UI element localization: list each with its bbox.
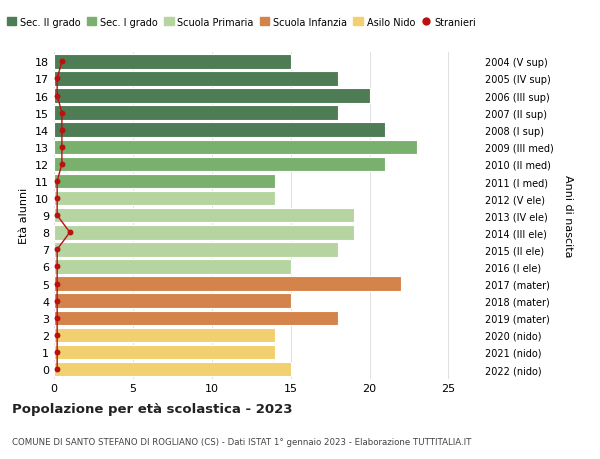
Point (52, 366, 62, 373)
Bar (54, 311, 338, 325)
Text: Popolazione per età scolastica - 2023: Popolazione per età scolastica - 2023 (12, 403, 293, 415)
Y-axis label: Anni di nascita: Anni di nascita (563, 174, 573, 257)
Point (52, 246, 62, 253)
Bar (54, 243, 338, 257)
Bar (54, 174, 275, 189)
Bar (54, 123, 385, 138)
Bar (54, 208, 354, 223)
Point (57, 144, 67, 151)
Point (57, 127, 67, 134)
Point (57, 110, 67, 117)
Point (52, 348, 62, 356)
Point (52, 93, 62, 100)
Point (52, 76, 62, 83)
Bar (54, 191, 275, 206)
Legend: Sec. II grado, Sec. I grado, Scuola Primaria, Scuola Infanzia, Asilo Nido, Stran: Sec. II grado, Sec. I grado, Scuola Prim… (2, 14, 480, 31)
Point (57, 58, 67, 66)
Y-axis label: Età alunni: Età alunni (19, 188, 29, 244)
Point (52, 297, 62, 305)
Point (52, 314, 62, 322)
Point (52, 212, 62, 219)
Point (52, 280, 62, 288)
Bar (54, 157, 385, 172)
Text: COMUNE DI SANTO STEFANO DI ROGLIANO (CS) - Dati ISTAT 1° gennaio 2023 - Elaboraz: COMUNE DI SANTO STEFANO DI ROGLIANO (CS)… (12, 437, 472, 446)
Point (57, 161, 67, 168)
Bar (54, 260, 290, 274)
Point (65, 229, 74, 236)
Bar (54, 55, 290, 69)
Bar (54, 140, 417, 155)
Point (52, 178, 62, 185)
Bar (54, 106, 338, 121)
Bar (54, 362, 290, 376)
Bar (54, 277, 401, 291)
Bar (54, 294, 290, 308)
Bar (54, 225, 354, 240)
Bar (54, 345, 275, 359)
Bar (54, 72, 338, 86)
Bar (54, 328, 275, 342)
Bar (54, 89, 370, 104)
Point (52, 263, 62, 271)
Point (52, 195, 62, 202)
Point (52, 331, 62, 339)
